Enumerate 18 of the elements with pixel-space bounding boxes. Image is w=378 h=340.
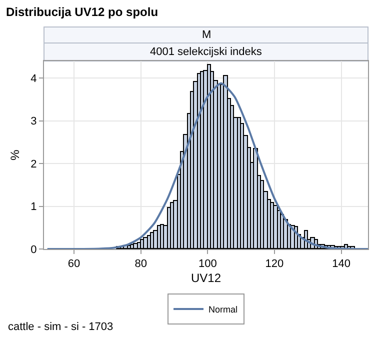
text: cattle - sim - si - 1703 [8, 321, 114, 333]
x-tick-label: 120 [265, 258, 284, 270]
legend-label: Normal [208, 304, 238, 315]
y-tick-label: 2 [30, 158, 37, 170]
x-tick-label: 60 [68, 258, 80, 270]
y-tick-label: 4 [30, 72, 37, 85]
y-axis-title: % [8, 149, 22, 160]
y-tick-label: 3 [30, 116, 37, 128]
x-axis-title: UV12 [190, 271, 222, 286]
x-tick-label: 80 [134, 258, 147, 270]
text: 4001 selekcijski indeks [150, 46, 262, 58]
line-series [46, 82, 368, 249]
text: M [202, 29, 212, 41]
chart-title: Distribucija UV12 po spolu [6, 5, 158, 20]
y-tick-label: 0 [30, 244, 37, 256]
x-tick-label: 100 [198, 258, 217, 270]
y-tick-label: 1 [30, 201, 37, 214]
x-tick-label: 140 [332, 258, 350, 270]
